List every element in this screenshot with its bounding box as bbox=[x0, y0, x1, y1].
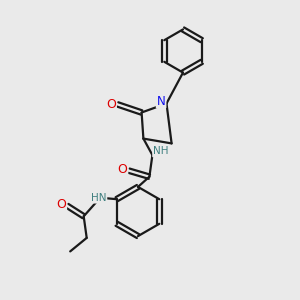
Text: O: O bbox=[106, 98, 116, 111]
Text: N: N bbox=[157, 94, 166, 108]
Text: O: O bbox=[56, 198, 66, 211]
Text: HN: HN bbox=[91, 193, 106, 203]
Text: NH: NH bbox=[153, 146, 169, 157]
Text: O: O bbox=[118, 163, 127, 176]
